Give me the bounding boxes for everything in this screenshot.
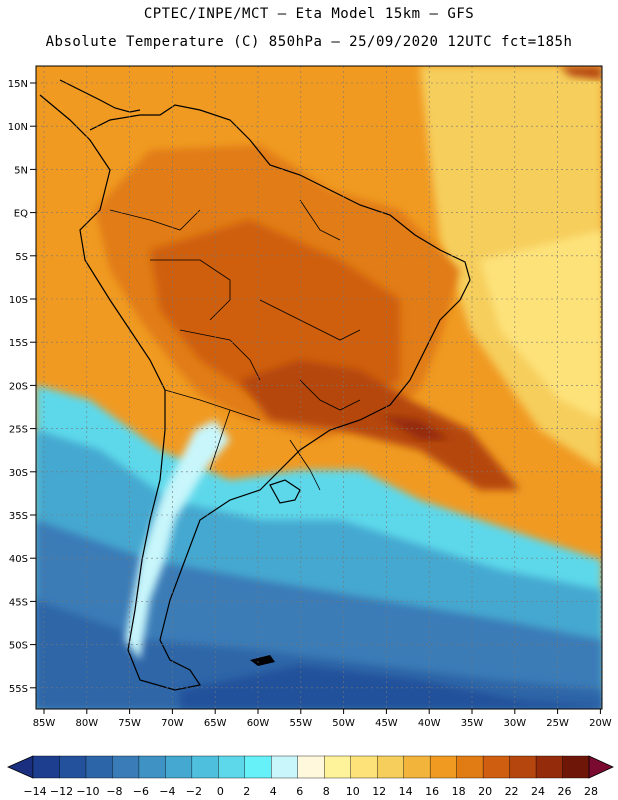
- colorbar-tick-label: 2: [243, 785, 250, 798]
- colorbar-tick-label: 22: [505, 785, 519, 798]
- colorbar: −14 −12 −10 −8 −6 −4 −2 0 2 4 6 8 10 12 14 16 18 20 22 24 26…: [7, 755, 614, 798]
- map-title-variable: Absolute Temperature (C) 850hPa – 25/09/…: [45, 34, 573, 50]
- lon-label: 85W: [33, 718, 56, 729]
- colorbar-swatch: [112, 755, 140, 779]
- lat-label: 5N: [14, 165, 28, 176]
- lat-label: EQ: [14, 209, 28, 220]
- colorbar-tick-label: 0: [217, 785, 224, 798]
- map-frame: [35, 65, 603, 710]
- lat-label: 35S: [9, 511, 28, 522]
- colorbar-tick-label: −10: [76, 785, 99, 798]
- colorbar-swatch: [509, 755, 537, 779]
- colorbar-max-arrow: [588, 755, 614, 779]
- colorbar-swatch: [244, 755, 272, 779]
- lat-label: 30S: [9, 468, 28, 479]
- colorbar-tick-label: 8: [323, 785, 330, 798]
- colorbar-swatch: [429, 755, 458, 779]
- lon-label: 25W: [546, 718, 569, 729]
- colorbar-tick-label: −2: [186, 785, 202, 798]
- colorbar-swatch: [456, 755, 484, 779]
- lon-label: 80W: [75, 718, 98, 729]
- lat-label: 25S: [9, 425, 28, 436]
- colorbar-tick-label: 4: [270, 785, 277, 798]
- colorbar-tick-label: 14: [399, 785, 413, 798]
- lat-label: 10N: [8, 122, 28, 133]
- colorbar-tick-label: 24: [531, 785, 545, 798]
- colorbar-swatch: [165, 755, 193, 779]
- lon-label: 65W: [204, 718, 227, 729]
- lon-label: 45W: [375, 718, 398, 729]
- temperature-field: [36, 66, 602, 709]
- colorbar-tick-label: 6: [296, 785, 303, 798]
- colorbar-tick-label: −6: [133, 785, 149, 798]
- colorbar-tick-label: 16: [425, 785, 439, 798]
- lat-label: 50S: [9, 641, 28, 652]
- latitude-grid: 15N 10N 5N EQ 5S 10S 15S 20S 25S 30S 35S 40S 45S 50S 5…: [8, 79, 602, 695]
- colorbar-swatch: [403, 755, 431, 779]
- colorbar-tick-label: −4: [159, 785, 175, 798]
- river-plate-estuary: [269, 479, 301, 504]
- lon-label: 55W: [289, 718, 312, 729]
- colorbar-swatch: [32, 755, 60, 779]
- falkland-islands: [250, 655, 275, 666]
- colorbar-tick-label: −14: [23, 785, 46, 798]
- colorbar-swatch: [562, 755, 590, 779]
- lon-label: 50W: [332, 718, 355, 729]
- colorbar-tick-label: 20: [478, 785, 492, 798]
- colorbar-tick-label: 10: [346, 785, 360, 798]
- lon-label: 40W: [418, 718, 441, 729]
- lat-label: 10S: [9, 295, 28, 306]
- lat-label: 55S: [9, 684, 28, 695]
- colorbar-swatch: [297, 755, 325, 779]
- country-borders: [109, 199, 361, 491]
- colorbar-swatch: [271, 755, 299, 779]
- colorbar-swatch: [535, 755, 564, 779]
- lat-label: 40S: [9, 554, 28, 565]
- lat-label: 15S: [9, 338, 28, 349]
- lon-label: 60W: [247, 718, 270, 729]
- colorbar-swatch: [482, 755, 511, 779]
- central-america-coast: [59, 79, 141, 113]
- lat-label: 5S: [15, 252, 28, 263]
- colorbar-min-arrow: [7, 755, 34, 779]
- colorbar-tick-label: 26: [558, 785, 572, 798]
- lon-label: 75W: [118, 718, 141, 729]
- colorbar-tick-label: 28: [584, 785, 598, 798]
- lon-label: 70W: [161, 718, 184, 729]
- lat-label: 20S: [9, 381, 28, 392]
- lon-label: 35W: [461, 718, 484, 729]
- colorbar-tick-label: 12: [372, 785, 386, 798]
- colorbar-swatch: [218, 755, 246, 779]
- colorbar-swatch: [138, 755, 166, 779]
- lat-label: 15N: [8, 79, 28, 90]
- lon-label: 20W: [589, 718, 612, 729]
- colorbar-swatch: [59, 755, 87, 779]
- colorbar-tick-label: 18: [452, 785, 466, 798]
- colorbar-swatch: [85, 755, 113, 779]
- colorbar-swatch: [191, 755, 219, 779]
- colorbar-swatch: [324, 755, 352, 779]
- longitude-grid: 85W 80W 75W 70W 65W 60W 55W 50W 45W 40W 35W 30W 25W 2…: [33, 66, 612, 729]
- colorbar-swatch: [376, 755, 405, 779]
- lon-label: 30W: [503, 718, 526, 729]
- coastline: [39, 94, 471, 691]
- map-title-model: CPTEC/INPE/MCT – Eta Model 15km – GFS: [143, 6, 475, 22]
- lat-label: 45S: [9, 597, 28, 608]
- colorbar-swatch: [350, 755, 378, 779]
- colorbar-tick-label: −8: [106, 785, 122, 798]
- colorbar-tick-label: −12: [50, 785, 73, 798]
